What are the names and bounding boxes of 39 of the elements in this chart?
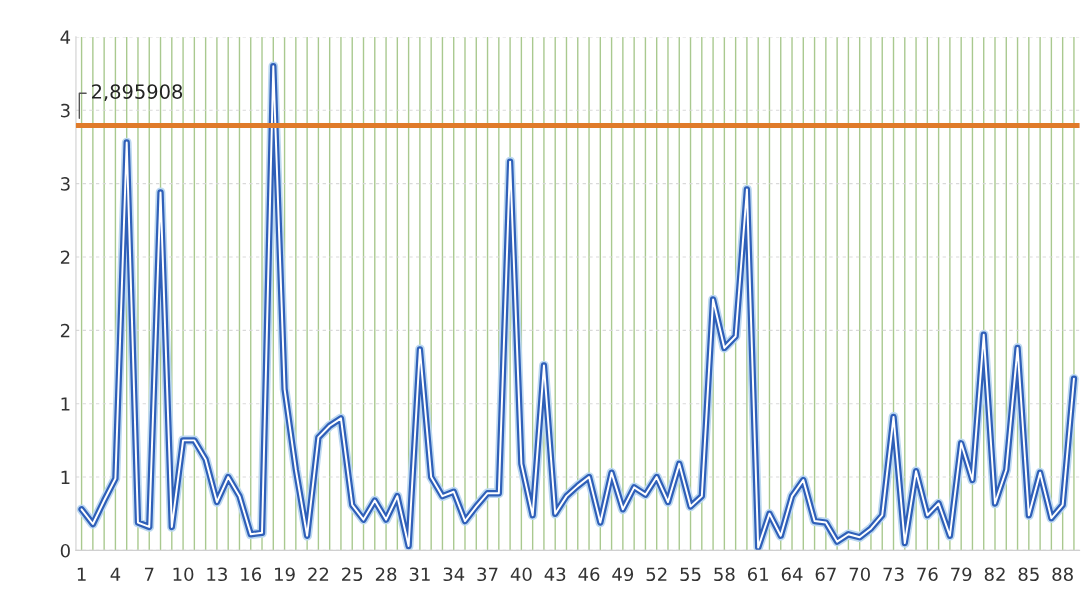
x-tick-label: 22 [308,567,329,581]
x-tick-label: 70 [849,567,870,582]
ref-line-label: 2,895908 [92,84,183,101]
x-tick-label: 34 [443,567,465,582]
x-tick-label: 49 [612,567,634,582]
x-tick-label: 64 [781,567,803,582]
x-tick-label: 61 [747,567,769,582]
x-tick-label: 16 [241,567,262,582]
x-tick-label: 79 [951,567,972,582]
x-tick-label: 73 [883,567,904,582]
x-tick-label: 46 [578,567,600,582]
x-tick-label: 1 [77,567,86,581]
x-tick-label: 4 [110,567,121,581]
x-tick-label: 82 [984,567,1005,582]
x-tick-label: 43 [544,567,566,582]
x-tick-label: 76 [917,567,938,582]
x-tick-label: 85 [1018,567,1039,582]
x-tick-label: 55 [680,567,701,582]
x-tick-label: 13 [207,567,227,582]
x-tick-label: 10 [173,567,194,582]
y-tick-label: 1 [61,397,70,411]
x-tick-label: 67 [815,567,836,582]
x-tick-label: 88 [1052,567,1073,582]
y-tick-label: 1 [61,470,70,484]
x-tick-label: 25 [342,567,363,582]
y-tick-label: 2 [60,250,70,264]
x-tick-label: 28 [375,567,397,582]
x-tick-label: 40 [510,567,532,582]
x-tick-label: 58 [714,567,735,582]
y-tick-label: 2 [60,323,70,338]
y-tick-label: 0 [60,543,70,558]
x-tick-label: 52 [646,567,667,582]
x-tick-label: 31 [409,567,430,582]
y-tick-label: 4 [60,30,71,44]
y-tick-label: 3 [60,177,70,191]
x-tick-label: 7 [144,567,154,581]
x-tick-label: 37 [477,567,498,582]
x-tick-label: 19 [275,567,295,582]
y-tick-label: 3 [60,103,70,118]
